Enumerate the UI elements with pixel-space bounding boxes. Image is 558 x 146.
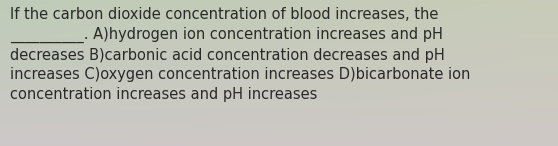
Text: If the carbon dioxide concentration of blood increases, the
__________. A)hydrog: If the carbon dioxide concentration of b… [10, 7, 470, 102]
